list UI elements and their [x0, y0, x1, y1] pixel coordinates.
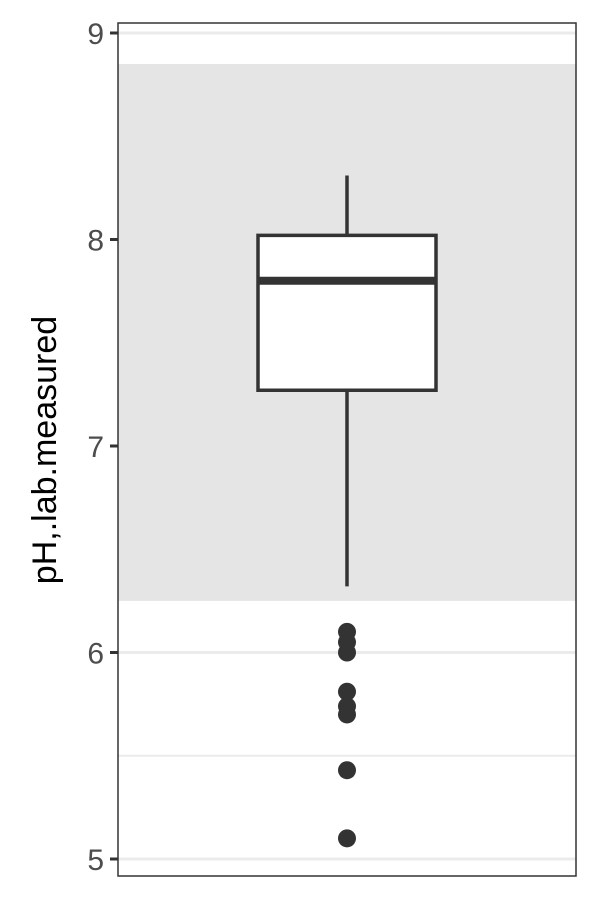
box-layer: [256, 175, 438, 587]
y-axis-title: pH,.lab.measured: [26, 316, 64, 584]
y-tick-label: 5: [87, 844, 104, 877]
y-tick-label: 8: [87, 225, 104, 258]
y-tick-label: 6: [87, 638, 104, 671]
outlier-point: [338, 705, 356, 724]
outlier-point: [338, 682, 356, 701]
y-tick-label: 9: [87, 18, 104, 51]
outlier-layer: [338, 622, 356, 848]
outlier-point: [338, 761, 356, 780]
y-tick-label: 7: [87, 431, 104, 464]
outlier-point: [338, 829, 356, 848]
panel-border: [117, 22, 577, 877]
interquartile-box: [256, 233, 438, 392]
y-axis: 5 6 7 8 9: [87, 18, 118, 877]
outlier-point: [338, 643, 356, 662]
